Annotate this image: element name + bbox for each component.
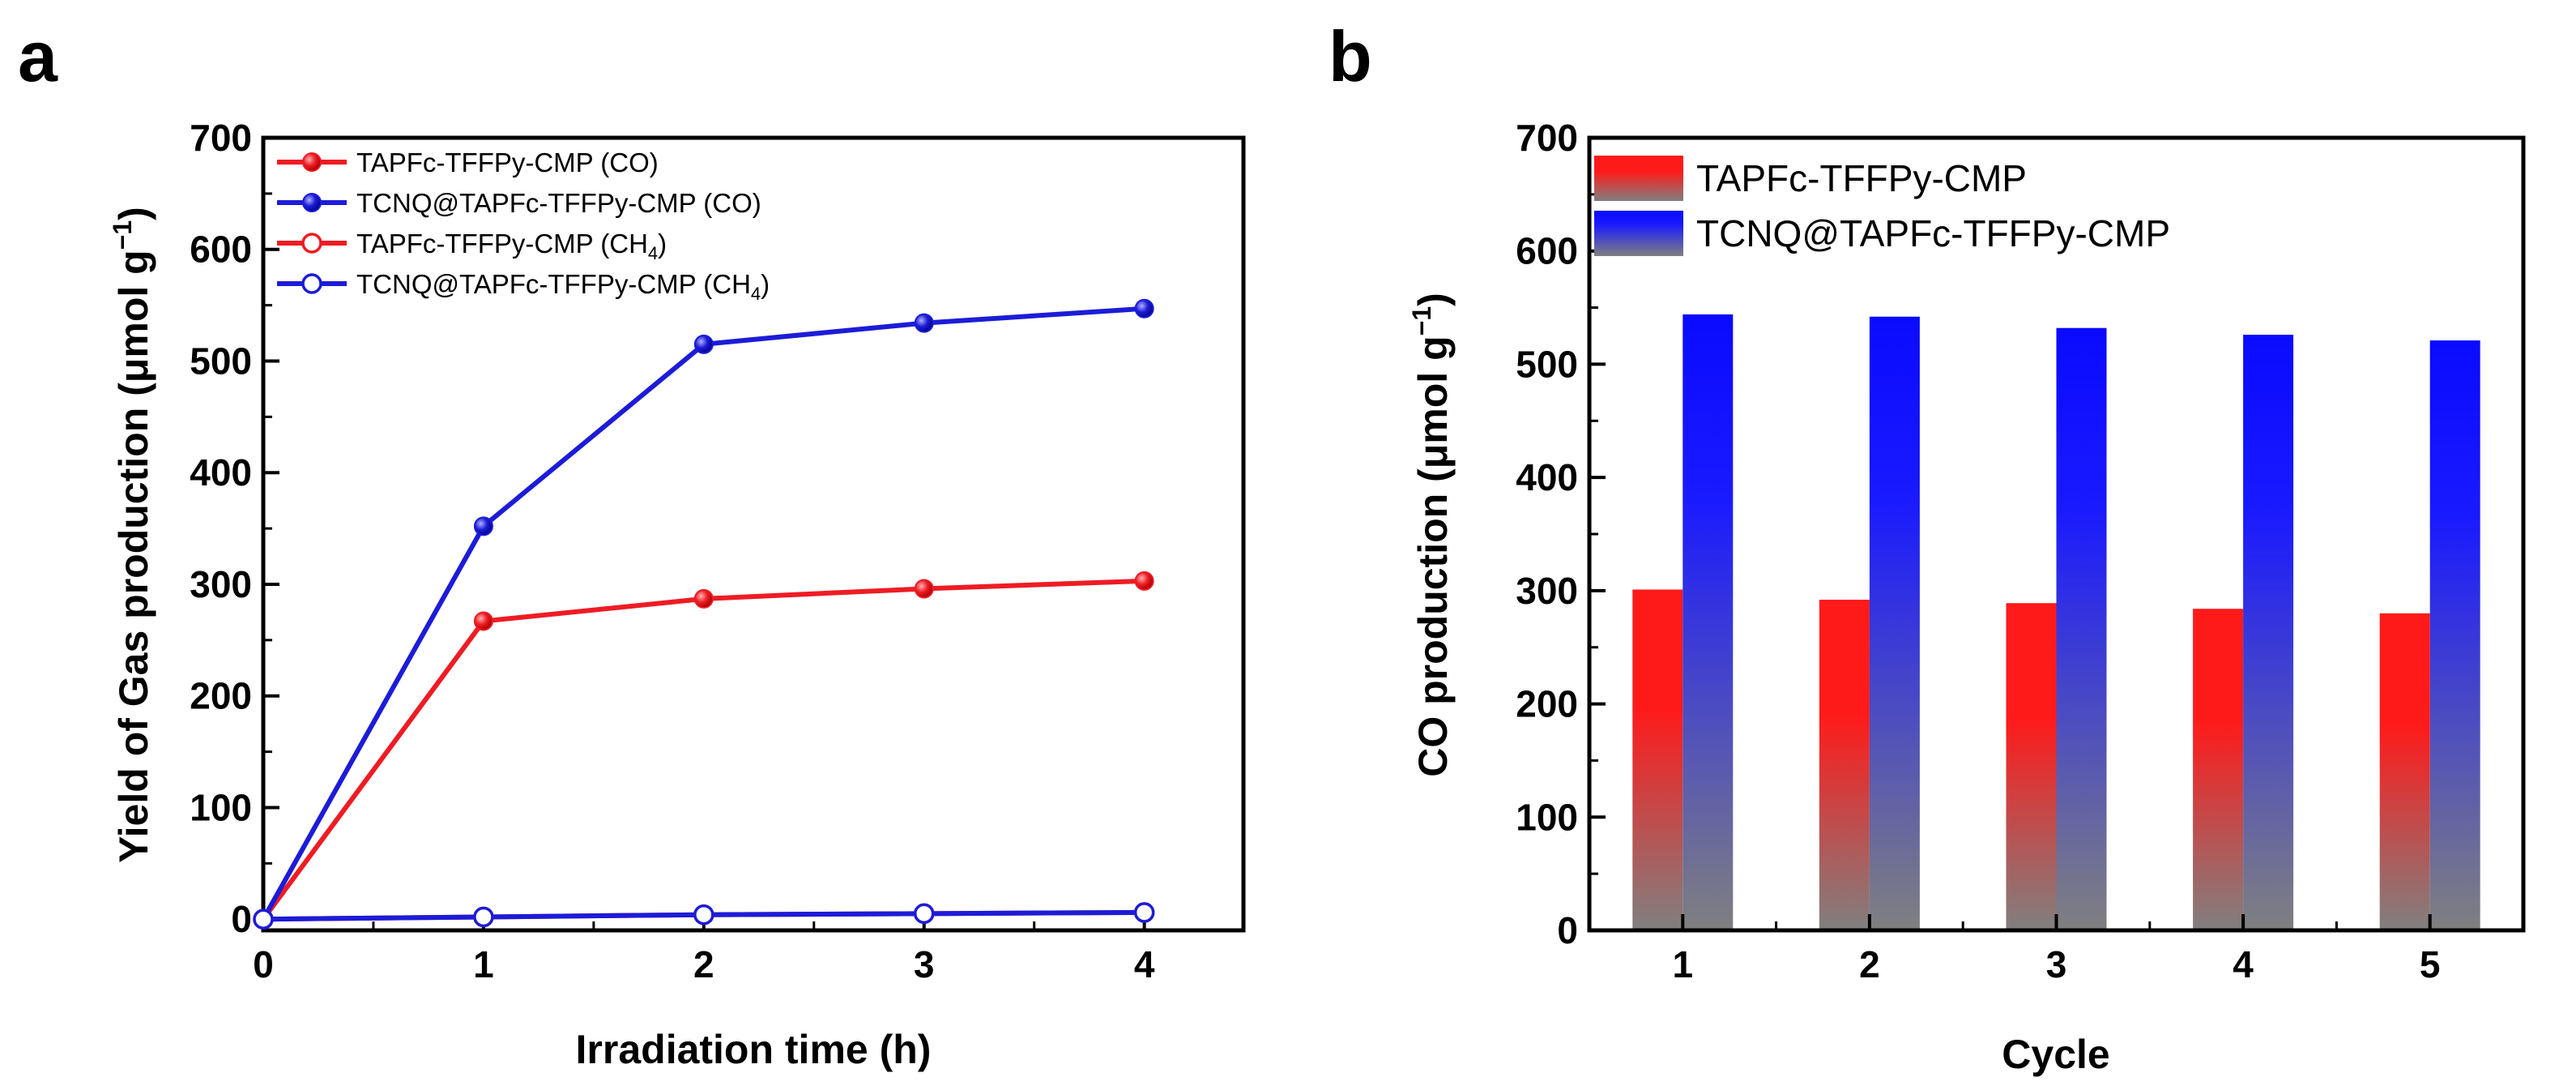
axis-ticks-a: 0 100 200 300 400 500 600 700 0 1 2 3 4 [190,117,1155,985]
data-point [693,904,714,925]
x-axis-title-b: Cycle [2002,1032,2109,1077]
x-tick-label-a: 4 [1134,943,1155,985]
bar-series-2 [1683,314,1734,930]
y-tick-label-a: 200 [190,675,252,717]
bar-series-1 [1819,600,1870,930]
bar-series-1 [2006,603,2057,930]
x-tick-label-b: 2 [1859,943,1880,985]
y-axis-title-b: CO production (μmol g−1) [1407,293,1456,777]
legend-label: TCNQ@TAPFc-TFFPy-CMP (CO) [356,188,761,218]
y-tick-label-a: 500 [190,340,252,382]
y-tick-label-b: 200 [1516,683,1578,725]
series-line [261,578,1145,921]
bar-series-1 [2379,613,2430,930]
data-point [473,611,493,631]
series-line [261,306,1145,921]
y-tick-label-b: 0 [1557,909,1578,951]
data-point [253,908,274,930]
legend-marker [301,233,322,254]
panel-a-label: a [18,16,58,96]
bar-series-2 [2056,327,2107,931]
y-tick-label-b: 700 [1516,117,1578,159]
y-axis-title-a-sup: −1 [108,220,137,250]
data-point [473,906,494,928]
x-tick-label-b: 4 [2233,943,2254,985]
axis-ticks-b: 0 100 200 300 400 500 600 700 1 2 3 4 5 [1516,117,2440,985]
legend-b: TAPFc-TFFPy-CMP TCNQ@TAPFc-TFFPy-CMP [1594,156,2170,256]
y-tick-label-b: 500 [1516,343,1578,385]
bar-series-2 [1869,316,1920,931]
x-axis-title-a: Irradiation time (h) [576,1027,932,1072]
data-point [913,903,935,925]
data-point [914,579,934,599]
legend-swatch [1594,211,1683,256]
y-tick-label-a: 100 [190,786,252,828]
bar-series-1 [2193,609,2244,930]
legend-marker [301,273,322,294]
data-point [914,313,934,333]
y-tick-label-b: 100 [1516,796,1578,838]
legend-swatch [1594,156,1683,201]
bar-series-2 [2429,340,2480,930]
bars-b [1632,314,2480,931]
y-axis-title-a-main: Yield of Gas production (μmol g [111,250,156,863]
y-tick-label-a: 400 [190,451,252,494]
y-tick-label-a: 600 [190,229,252,271]
series-lines-a [261,306,1145,922]
y-tick-label-a: 300 [190,563,252,605]
y-tick-label-b: 600 [1516,230,1578,272]
x-tick-label-a: 2 [693,943,714,985]
legend-label: TAPFc-TFFPy-CMP (CO) [356,147,659,177]
legend-a: TAPFc-TFFPy-CMP (CO) TCNQ@TAPFc-TFFPy-CMP… [277,147,770,304]
x-tick-label-b: 5 [2420,943,2441,985]
data-point [1133,902,1155,923]
x-tick-label-a: 1 [473,943,494,985]
data-point [693,588,714,609]
legend-label: TCNQ@TAPFc-TFFPy-CMP [1696,212,2170,254]
bar-series-1 [1632,589,1683,930]
x-tick-label-a: 3 [914,943,935,985]
legend-marker [302,193,322,212]
plot-frame-a [261,135,1246,933]
series-markers-a [253,298,1155,930]
x-tick-label-a: 0 [253,943,274,985]
y-tick-label-a: 0 [231,898,252,940]
y-axis-title-b-sup: −1 [1407,306,1436,336]
legend-label: TCNQ@TAPFc-TFFPy-CMP (CH4) [356,269,770,304]
data-point [693,334,714,354]
y-tick-label-b: 300 [1516,570,1578,612]
y-tick-label-b: 400 [1516,456,1578,498]
panel-b-label: b [1329,16,1372,96]
data-point [1134,571,1154,591]
y-axis-title-b-close: ) [1410,293,1456,306]
bar-series-2 [2243,335,2294,930]
x-tick-label-b: 1 [1673,943,1694,985]
bar-chart-panel-b: 0 100 200 300 400 500 600 700 1 2 3 4 5 TAPFc-TFFPy-… [1407,117,2526,1077]
line-chart-panel-a: 0 100 200 300 400 500 600 700 0 1 2 3 4 TAPFc-TFFPy-… [108,117,1246,1072]
x-tick-label-b: 3 [2046,943,2067,985]
y-axis-title-a-close: ) [111,207,156,220]
y-axis-title-b-main: CO production (μmol g [1410,336,1456,776]
data-point [1134,298,1154,318]
legend-label: TAPFc-TFFPy-CMP (CH4) [356,229,667,263]
y-axis-title-a: Yield of Gas production (μmol g−1) [108,207,156,863]
legend-marker [302,152,322,172]
data-point [473,516,493,536]
legend-label: TAPFc-TFFPy-CMP [1696,157,2027,199]
y-tick-label-a: 700 [190,117,252,159]
